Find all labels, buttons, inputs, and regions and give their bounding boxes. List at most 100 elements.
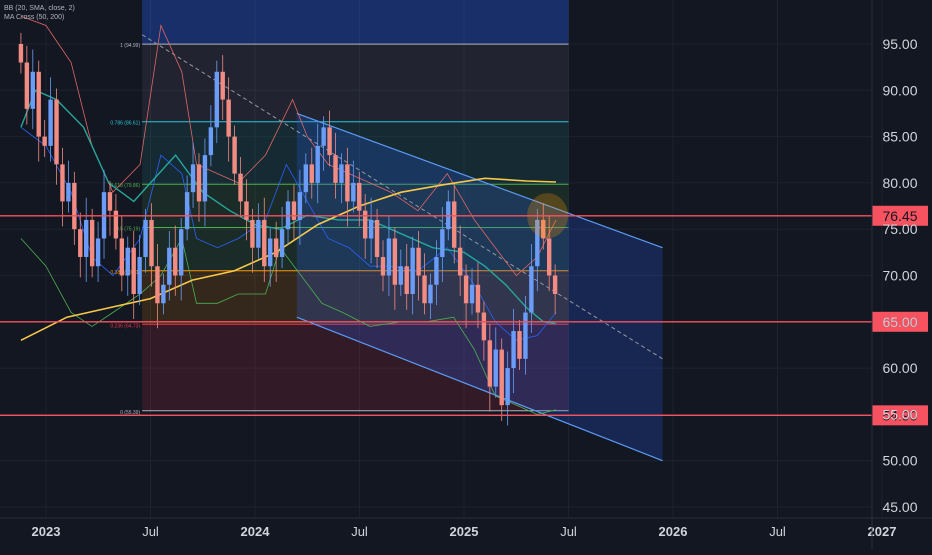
fib-level-label: 0.786 (86.61) bbox=[110, 121, 140, 127]
candle-body bbox=[303, 164, 309, 193]
fib-extension-band bbox=[142, 0, 569, 45]
candle-body bbox=[131, 247, 136, 295]
candle-body bbox=[315, 145, 320, 183]
candle-body bbox=[250, 219, 255, 248]
x-axis-tick-label: 2027 bbox=[868, 524, 897, 539]
bb-indicator-label[interactable]: BB (20, SMA, close, 2) bbox=[4, 5, 75, 12]
candle-body bbox=[517, 331, 522, 359]
candle-body bbox=[291, 201, 297, 220]
candle-body bbox=[208, 127, 214, 156]
bb-upper-band bbox=[20, 15, 557, 277]
candle-body bbox=[60, 164, 65, 202]
x-axis-tick-label: Jul bbox=[560, 524, 577, 539]
candle-body bbox=[463, 275, 469, 304]
candle-body bbox=[273, 238, 279, 257]
candle-body bbox=[184, 192, 190, 230]
candle-body bbox=[137, 256, 142, 295]
x-axis-tick-label: 2023 bbox=[32, 524, 61, 539]
candle-body bbox=[428, 284, 433, 304]
candle-body bbox=[113, 210, 119, 239]
candle-body bbox=[84, 219, 89, 257]
candle-body bbox=[66, 182, 71, 202]
candle-body bbox=[309, 164, 314, 183]
candle-body bbox=[469, 284, 475, 304]
candle-body bbox=[173, 247, 178, 276]
candle-body bbox=[125, 247, 130, 276]
candle-body bbox=[78, 229, 83, 257]
candle-body bbox=[374, 219, 380, 257]
candle-body bbox=[345, 164, 350, 202]
candle-body bbox=[36, 71, 41, 137]
candle-body bbox=[268, 238, 273, 267]
candle-body bbox=[262, 219, 267, 267]
x-axis-tick-label: Jul bbox=[769, 524, 786, 539]
candle-body bbox=[30, 71, 35, 109]
candle-body bbox=[143, 219, 148, 257]
price-label-box bbox=[872, 311, 928, 332]
y-axis-tick-label: 45.00 bbox=[882, 499, 917, 515]
candle-body bbox=[226, 99, 231, 137]
y-axis-tick-label: 80.00 bbox=[882, 175, 917, 191]
candle-body bbox=[72, 182, 77, 230]
candle-body bbox=[481, 312, 487, 341]
fib-level-label: 0.382 (70.51) bbox=[110, 270, 140, 276]
candle-body bbox=[178, 229, 184, 276]
indicator-legend: BB (20, SMA, close, 2) MA Cross (50, 200… bbox=[4, 4, 75, 22]
candle-body bbox=[232, 136, 237, 174]
price-label-box bbox=[872, 205, 928, 226]
fib-band bbox=[142, 270, 569, 325]
x-axis-tick-label: 2025 bbox=[450, 524, 479, 539]
ma-cross-indicator-label[interactable]: MA Cross (50, 200) bbox=[4, 14, 65, 21]
x-axis-tick-label: 2026 bbox=[659, 524, 688, 539]
candle-body bbox=[475, 284, 481, 313]
y-axis-tick-label: 90.00 bbox=[882, 82, 917, 98]
price-label-text: 54.90 bbox=[882, 407, 917, 423]
candle-body bbox=[54, 99, 59, 165]
candle-body bbox=[499, 349, 504, 406]
candle-body bbox=[95, 238, 101, 267]
candle-body bbox=[552, 275, 558, 295]
candle-body bbox=[42, 136, 47, 146]
candle-body bbox=[333, 155, 338, 183]
candle-body bbox=[357, 182, 362, 211]
candle-body bbox=[523, 312, 528, 359]
candle-body bbox=[297, 192, 303, 220]
candle-body bbox=[529, 266, 534, 313]
fib-band bbox=[142, 227, 569, 271]
candle-body bbox=[107, 192, 113, 211]
candle-body bbox=[327, 127, 332, 156]
candle-body bbox=[220, 71, 225, 100]
channel-upper-line bbox=[296, 112, 663, 249]
candle-body bbox=[256, 219, 261, 248]
candle-body bbox=[155, 266, 160, 304]
x-axis-tick-label: Jul bbox=[142, 524, 159, 539]
candle-body bbox=[410, 247, 415, 295]
fib-level-label: 0 (55.39) bbox=[120, 410, 140, 416]
channel-lower-line bbox=[296, 316, 663, 462]
candle-body bbox=[398, 266, 403, 285]
candle-body bbox=[416, 247, 421, 276]
bb-basis-line bbox=[20, 126, 557, 341]
fib-level-label: 0.236 (64.73) bbox=[110, 323, 140, 329]
candle-body bbox=[546, 238, 552, 276]
y-axis-tick-label: 85.00 bbox=[882, 129, 917, 145]
y-axis-tick-label: 60.00 bbox=[882, 360, 917, 376]
fib-band bbox=[142, 121, 569, 185]
candle-body bbox=[119, 238, 125, 276]
y-axis-tick-label: 50.00 bbox=[882, 453, 917, 469]
candle-body bbox=[392, 238, 398, 285]
candle-body bbox=[190, 164, 196, 193]
candle-body bbox=[161, 284, 166, 304]
price-label-text: 65.00 bbox=[882, 314, 917, 330]
fib-band bbox=[142, 44, 569, 122]
candle-body bbox=[362, 210, 368, 239]
candle-body bbox=[368, 219, 374, 239]
candle-body bbox=[487, 340, 493, 387]
candle-body bbox=[541, 219, 546, 239]
price-label-text: 76.45 bbox=[882, 208, 917, 224]
candle-body bbox=[214, 71, 219, 128]
candle-body bbox=[535, 219, 540, 267]
candle-body bbox=[321, 127, 326, 146]
